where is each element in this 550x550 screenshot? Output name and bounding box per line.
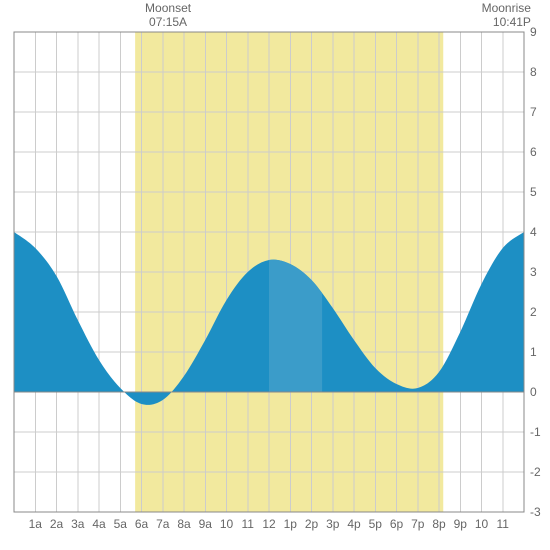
x-tick-label: 1a xyxy=(29,517,43,531)
y-axis-labels: -3 -2 -1 0 1 2 3 4 5 6 7 8 9 xyxy=(530,25,541,519)
y-tick-label: 6 xyxy=(530,145,537,159)
x-axis-labels: 1a 2a 3a 4a 5a 6a 7a 8a 9a 10 11 12 1p 2p 3p 4p 5p 6p 7p 8p… xyxy=(29,517,510,531)
annotation-moonrise-title: Moonrise xyxy=(461,1,531,15)
x-tick-label: 10 xyxy=(475,517,489,531)
x-tick-label: 4a xyxy=(92,517,106,531)
y-tick-label: -1 xyxy=(530,425,541,439)
x-tick-label: 5p xyxy=(369,517,383,531)
x-tick-label: 7p xyxy=(411,517,425,531)
annotation-moonrise: Moonrise 10:41P xyxy=(461,1,531,29)
x-tick-label: 9p xyxy=(454,517,468,531)
tide-chart: 1a2a3a4a5a6a7a8a9a1011121p2p3p4p5p6p7p8p… xyxy=(0,0,550,550)
x-tick-label: 5a xyxy=(114,517,128,531)
x-tick-label: 3p xyxy=(326,517,340,531)
y-tick-label: 9 xyxy=(530,25,537,39)
x-tick-label: 3a xyxy=(71,517,85,531)
y-tick-label: 1 xyxy=(530,345,537,359)
y-tick-label: 3 xyxy=(530,265,537,279)
annotation-moonset-value: 07:15A xyxy=(133,15,203,29)
annotation-moonset-title: Moonset xyxy=(133,1,203,15)
y-tick-label: -2 xyxy=(530,465,541,479)
y-tick-label: 8 xyxy=(530,65,537,79)
x-tick-label: 6a xyxy=(135,517,149,531)
x-tick-label: 1p xyxy=(284,517,298,531)
x-tick-label: 6p xyxy=(390,517,404,531)
x-tick-label: 8p xyxy=(432,517,446,531)
x-tick-label: 9a xyxy=(199,517,213,531)
x-tick-label: 4p xyxy=(347,517,361,531)
y-tick-label: 4 xyxy=(530,225,537,239)
x-tick-label: 11 xyxy=(242,517,255,531)
annotation-moonrise-value: 10:41P xyxy=(461,15,531,29)
x-tick-label: 10 xyxy=(220,517,234,531)
x-tick-label: 2a xyxy=(50,517,64,531)
x-tick-label: 11 xyxy=(497,517,510,531)
x-tick-label: 2p xyxy=(305,517,319,531)
y-tick-label: 0 xyxy=(530,385,537,399)
x-tick-label: 8a xyxy=(177,517,191,531)
x-tick-label: 12 xyxy=(262,517,276,531)
x-tick-label: 7a xyxy=(156,517,170,531)
y-tick-label: 7 xyxy=(530,105,537,119)
y-tick-label: 2 xyxy=(530,305,537,319)
y-tick-label: -3 xyxy=(530,505,541,519)
annotation-moonset: Moonset 07:15A xyxy=(133,1,203,29)
y-tick-label: 5 xyxy=(530,185,537,199)
